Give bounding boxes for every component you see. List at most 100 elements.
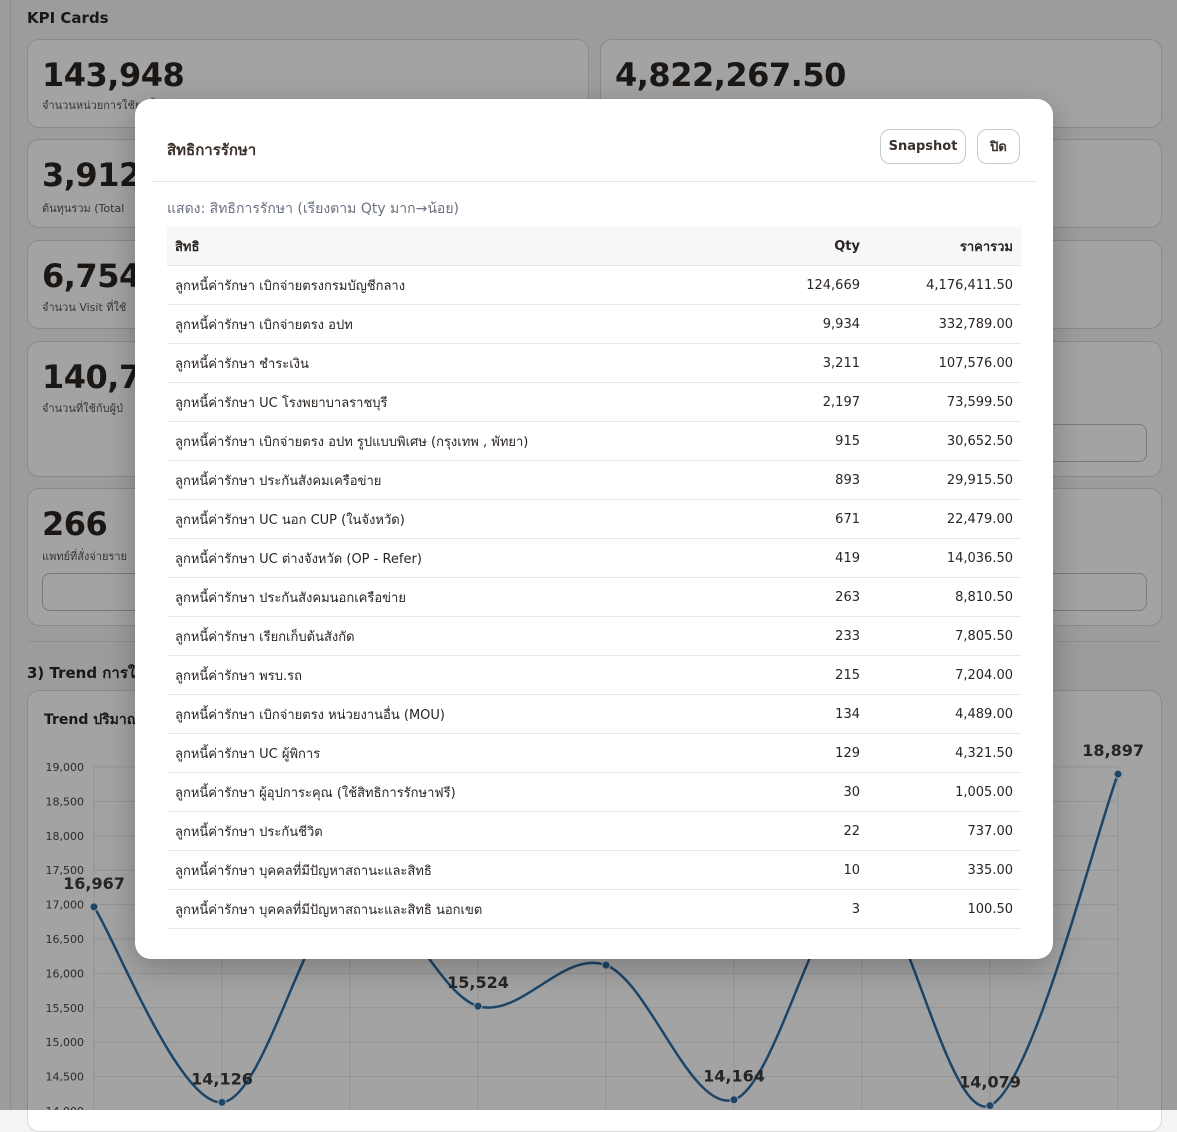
trend-chart-title: Trend ปริมาณ [44, 712, 140, 728]
cell-qty: 233 [732, 616, 868, 656]
table-row: ลูกหนี้ค่ารักษา พรบ.รถ 215 7,204.00 [167, 655, 1021, 695]
cell-qty: 893 [732, 460, 868, 500]
left-rule [10, 0, 11, 1110]
cell-qty: 3 [732, 889, 868, 929]
kpi-label: จำนวน Visit ที่ใช้ [42, 301, 127, 314]
cell-total: 7,805.50 [868, 616, 1021, 656]
table-header-row: สิทธิ Qty ราคารวม [167, 227, 1021, 266]
cell-qty: 419 [732, 538, 868, 578]
kpi-value: 6,754 [42, 257, 141, 295]
y-tick-label: 16,000 [46, 967, 85, 980]
table-body: ลูกหนี้ค่ารักษา เบิกจ่ายตรงกรมบัญชีกลาง 1… [167, 265, 1021, 929]
table-row: ลูกหนี้ค่ารักษา บุคคลที่มีปัญหาสถานะและส… [167, 850, 1021, 890]
data-label: 14,079 [959, 1073, 1021, 1092]
cell-total: 7,204.00 [868, 655, 1021, 695]
series-line [92, 773, 1120, 1108]
cell-right-name: ลูกหนี้ค่ารักษา เบิกจ่ายตรง อปท รูปแบบพิ… [167, 421, 732, 461]
cell-qty: 915 [732, 421, 868, 461]
cell-right-name: ลูกหนี้ค่ารักษา เบิกจ่ายตรง หน่วยงานอื่น… [167, 694, 732, 734]
cell-total: 30,652.50 [868, 421, 1021, 461]
kpi-value: 4,822,267.50 [615, 56, 846, 94]
modal-divider [151, 181, 1037, 182]
data-point [473, 1001, 483, 1011]
y-tick-label: 18,500 [46, 795, 85, 808]
cell-total: 4,176,411.50 [868, 265, 1021, 305]
y-tick-label: 17,500 [46, 864, 85, 877]
cell-right-name: ลูกหนี้ค่ารักษา UC โรงพยาบาลราชบุรี [167, 382, 732, 422]
kpi-label: จำนวนหน่วยการใช้ยาทั้ง [42, 99, 161, 112]
y-tick-label: 15,500 [46, 1002, 85, 1015]
cell-right-name: ลูกหนี้ค่ารักษา ผู้อุปการะคุณ (ใช้สิทธิก… [167, 772, 732, 812]
table-row: ลูกหนี้ค่ารักษา ประกันสังคมนอกเครือข่าย 2… [167, 577, 1021, 617]
column-header-right[interactable]: สิทธิ [167, 227, 732, 266]
kpi-value: 266 [42, 505, 108, 543]
column-header-qty[interactable]: Qty [732, 227, 868, 266]
y-tick-label: 18,000 [46, 830, 85, 843]
data-point [729, 1095, 739, 1105]
cell-qty: 671 [732, 499, 868, 539]
modal-subtitle: แสดง: สิทธิการรักษา (เรียงตาม Qty มาก→น้… [167, 201, 459, 217]
cell-total: 100.50 [868, 889, 1021, 929]
column-header-total[interactable]: ราคารวม [868, 227, 1021, 266]
table-row: ลูกหนี้ค่ารักษา เบิกจ่ายตรง อปท รูปแบบพิ… [167, 421, 1021, 461]
table-row: ลูกหนี้ค่ารักษา UC โรงพยาบาลราชบุรี 2,197… [167, 382, 1021, 422]
cell-total: 335.00 [868, 850, 1021, 890]
kpi-label: จำนวนที่ใช้กับผู้ป่ [42, 402, 123, 415]
cell-total: 1,005.00 [868, 772, 1021, 812]
y-tick-label: 19,000 [46, 761, 85, 774]
cell-right-name: ลูกหนี้ค่ารักษา บุคคลที่มีปัญหาสถานะและส… [167, 850, 732, 890]
table-row: ลูกหนี้ค่ารักษา บุคคลที่มีปัญหาสถานะและส… [167, 889, 1021, 929]
table-row: ลูกหนี้ค่ารักษา UC ผู้พิการ 129 4,321.50 [167, 733, 1021, 773]
cell-total: 107,576.00 [868, 343, 1021, 383]
table-row: ลูกหนี้ค่ารักษา เรียกเก็บต้นสังกัด 233 7,8… [167, 616, 1021, 656]
close-button[interactable]: ปิด [977, 129, 1020, 164]
data-label: 14,164 [703, 1067, 765, 1086]
cell-right-name: ลูกหนี้ค่ารักษา เบิกจ่ายตรง อปท [167, 304, 732, 344]
cell-qty: 3,211 [732, 343, 868, 383]
kpi-value: 3,912, [42, 156, 153, 194]
cell-right-name: ลูกหนี้ค่ารักษา UC นอก CUP (ในจังหวัด) [167, 499, 732, 539]
rights-modal: สิทธิการรักษา Snapshot ปิด แสดง: สิทธิกา… [135, 99, 1053, 959]
cell-qty: 9,934 [732, 304, 868, 344]
table-row: ลูกหนี้ค่ารักษา UC ต่างจังหวัด (OP - Ref… [167, 538, 1021, 578]
cell-right-name: ลูกหนี้ค่ารักษา บุคคลที่มีปัญหาสถานะและส… [167, 889, 732, 929]
data-point [217, 1097, 227, 1107]
table-row: ลูกหนี้ค่ารักษา เบิกจ่ายตรง อปท 9,934 332,… [167, 304, 1021, 344]
data-label: 15,524 [447, 973, 509, 992]
y-tick-label: 15,000 [46, 1036, 85, 1049]
cell-qty: 134 [732, 694, 868, 734]
cell-qty: 2,197 [732, 382, 868, 422]
cell-qty: 215 [732, 655, 868, 695]
y-tick-label: 14,000 [46, 1105, 85, 1110]
kpi-value: 143,948 [42, 56, 185, 94]
table-row: ลูกหนี้ค่ารักษา UC นอก CUP (ในจังหวัด) 67… [167, 499, 1021, 539]
cell-qty: 22 [732, 811, 868, 851]
data-label: 14,126 [191, 1069, 253, 1088]
cell-qty: 129 [732, 733, 868, 773]
cell-total: 332,789.00 [868, 304, 1021, 344]
cell-total: 737.00 [868, 811, 1021, 851]
table-row: ลูกหนี้ค่ารักษา เบิกจ่ายตรง หน่วยงานอื่น… [167, 694, 1021, 734]
snapshot-button[interactable]: Snapshot [880, 129, 966, 164]
cell-right-name: ลูกหนี้ค่ารักษา เบิกจ่ายตรงกรมบัญชีกลาง [167, 265, 732, 305]
cell-qty: 263 [732, 577, 868, 617]
kpi-section-title: KPI Cards [27, 9, 109, 27]
data-label: 16,967 [63, 874, 125, 893]
cell-total: 14,036.50 [868, 538, 1021, 578]
cell-right-name: ลูกหนี้ค่ารักษา UC ผู้พิการ [167, 733, 732, 773]
cell-qty: 30 [732, 772, 868, 812]
y-tick-label: 17,000 [46, 899, 85, 912]
cell-right-name: ลูกหนี้ค่ารักษา ชำระเงิน [167, 343, 732, 383]
cell-total: 73,599.50 [868, 382, 1021, 422]
cell-right-name: ลูกหนี้ค่ารักษา เรียกเก็บต้นสังกัด [167, 616, 732, 656]
cell-right-name: ลูกหนี้ค่ารักษา UC ต่างจังหวัด (OP - Ref… [167, 538, 732, 578]
data-point [1113, 769, 1123, 779]
data-label: 18,897 [1082, 741, 1144, 760]
modal-title: สิทธิการรักษา [167, 141, 257, 159]
y-tick-label: 16,500 [46, 933, 85, 946]
table-row: ลูกหนี้ค่ารักษา ผู้อุปการะคุณ (ใช้สิทธิก… [167, 772, 1021, 812]
cell-qty: 10 [732, 850, 868, 890]
cell-right-name: ลูกหนี้ค่ารักษา ประกันสังคมนอกเครือข่าย [167, 577, 732, 617]
table-row: ลูกหนี้ค่ารักษา เบิกจ่ายตรงกรมบัญชีกลาง 1… [167, 265, 1021, 305]
cell-total: 22,479.00 [868, 499, 1021, 539]
